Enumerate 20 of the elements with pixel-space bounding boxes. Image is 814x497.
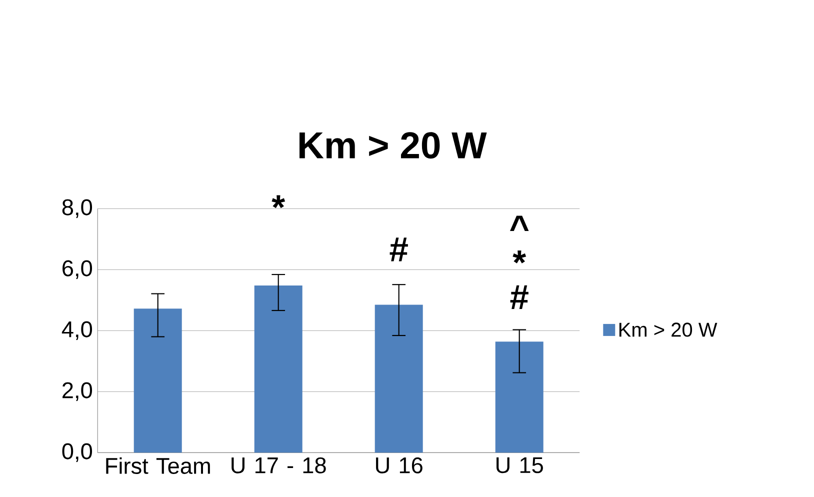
x-tick-label: U 15 bbox=[496, 457, 543, 474]
x-tick-label: U 17 - 18 bbox=[232, 457, 326, 474]
y-tick-label: 0,0 bbox=[62, 443, 92, 462]
chart-title: Km > 20 W bbox=[300, 132, 487, 159]
bar bbox=[374, 304, 423, 453]
annotation: ^ bbox=[510, 216, 529, 231]
bar bbox=[254, 285, 302, 453]
legend-label: Km > 20 W bbox=[619, 322, 718, 337]
annotation: * bbox=[512, 250, 526, 264]
y-tick-label: 8,0 bbox=[62, 199, 92, 218]
text: * bbox=[272, 195, 286, 208]
x-tick-label: U 16 bbox=[376, 457, 422, 474]
x-tick-label: First Team bbox=[106, 457, 210, 474]
annotation: # bbox=[510, 285, 528, 309]
y-tick-label: 6,0 bbox=[62, 260, 92, 279]
bar bbox=[495, 342, 544, 453]
y-tick-label: 4,0 bbox=[62, 321, 92, 340]
annotation: # bbox=[390, 238, 408, 262]
y-tick-label: 2,0 bbox=[62, 382, 92, 401]
bar bbox=[134, 308, 182, 453]
